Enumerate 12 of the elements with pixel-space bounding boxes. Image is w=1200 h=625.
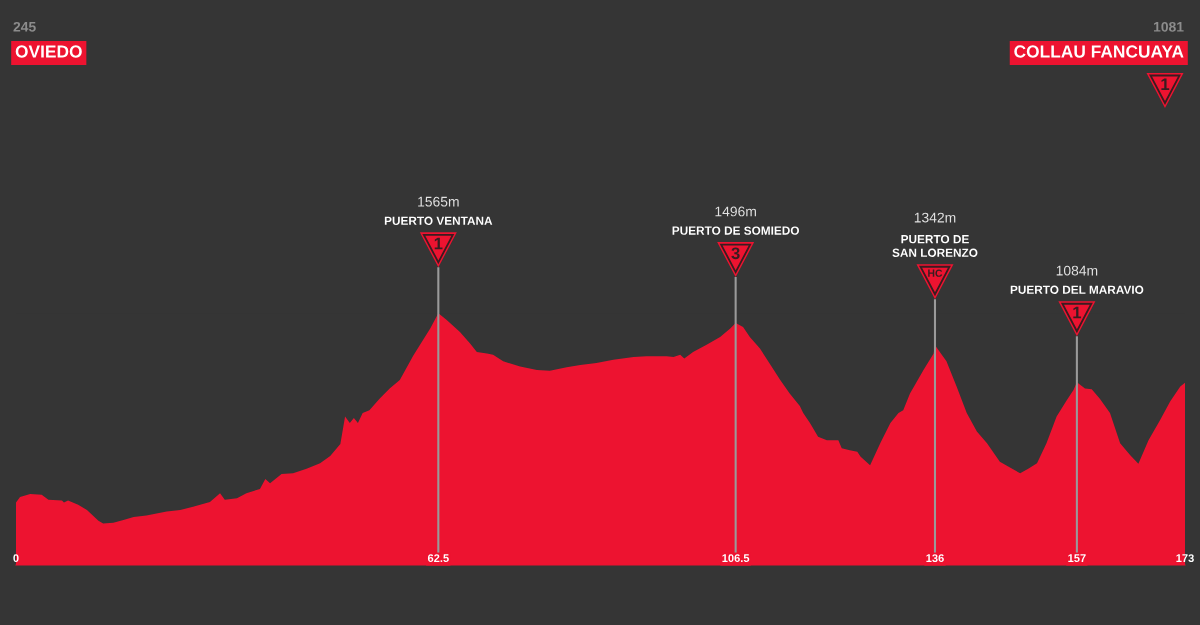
text: 1565m PUERTO VENTANA 1 xyxy=(384,196,493,250)
x-tick-label: 0 xyxy=(13,554,19,563)
text: 1342m PUERTO DE SAN LORENZO HC xyxy=(892,212,978,277)
x-tick-label: 157 xyxy=(1068,554,1086,563)
text: 1081 COLLAU FANCUAYA 1 xyxy=(1014,21,1184,90)
x-tick-label: 136 xyxy=(926,554,944,563)
text: 1496m PUERTO DE SOMIEDO 3 xyxy=(672,206,799,260)
text: 245 OVIEDO xyxy=(13,21,82,58)
x-tick-label: 62.5 xyxy=(427,554,449,563)
text: 1084m PUERTO DEL MARAVIO 1 xyxy=(1010,265,1144,319)
x-tick-label: 106.5 xyxy=(722,554,750,563)
x-tick-label: 173 xyxy=(1176,554,1194,563)
